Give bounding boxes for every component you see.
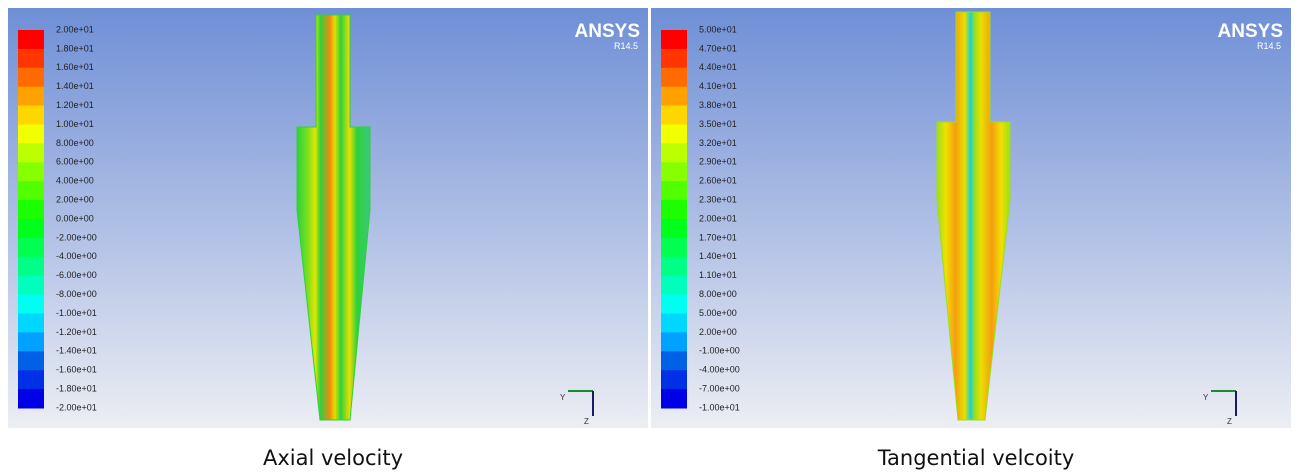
colorbar-swatch (18, 389, 44, 409)
colorbar-label: 1.40e+01 (56, 81, 94, 91)
colorbar-swatch (661, 351, 687, 371)
colorbar-label: -8.00e+00 (56, 289, 97, 299)
colorbar-swatch (18, 294, 44, 314)
colorbar-swatch (661, 256, 687, 277)
colorbar-label: -4.00e+00 (56, 251, 97, 261)
colorbar-label: 8.00e+00 (699, 289, 737, 299)
caption: Tangential velcoity (877, 446, 1075, 470)
cyclone-contour (936, 11, 1011, 421)
cyclone-contour (296, 14, 371, 421)
colorbar-swatch (18, 313, 44, 333)
colorbar-swatch (661, 67, 687, 88)
annotations: 2.00e+01 1.80e+01 1.60e+01 1.40e+01 1.20e+01… (18, 21, 1283, 470)
colorbar-label: 5.00e+01 (699, 24, 737, 34)
colorbar-swatch (661, 275, 687, 296)
colorbar-label: 1.10e+01 (699, 270, 737, 280)
colorbar-swatch (661, 237, 687, 258)
triad-label: Y (1203, 393, 1209, 402)
colorbar-label: -1.40e+01 (56, 346, 97, 356)
colorbar-label: 2.00e+00 (56, 194, 94, 204)
colorbar-label: 1.80e+01 (56, 43, 94, 53)
colorbar-swatch (18, 219, 44, 239)
colorbar-label: 3.80e+01 (699, 100, 737, 110)
colorbar-label: 2.30e+01 (699, 194, 737, 204)
colorbar-label: 4.00e+00 (56, 176, 94, 186)
colorbar-label: -1.00e+01 (699, 402, 740, 412)
colorbar-label: 4.70e+01 (699, 43, 737, 53)
colorbar-label: -4.00e+00 (699, 365, 740, 375)
colorbar-swatch (661, 370, 687, 390)
colorbar-label: -1.60e+01 (56, 365, 97, 375)
colorbar-label: -1.20e+01 (56, 327, 97, 337)
colorbar-label: 2.60e+01 (699, 176, 737, 186)
colorbar-label: 3.20e+01 (699, 138, 737, 148)
triad-label: Y (560, 393, 566, 402)
colorbar-swatch (18, 162, 44, 182)
colorbar-label: -1.80e+01 (56, 383, 97, 393)
colorbar-swatch (661, 30, 687, 50)
colorbar-swatch (661, 313, 687, 333)
colorbar-label: 1.00e+01 (56, 119, 94, 129)
colorbar-swatch (18, 105, 44, 125)
colorbar-label: 8.00e+00 (56, 138, 94, 148)
colorbar-swatch (661, 124, 687, 144)
colorbar-swatch (661, 48, 687, 69)
colorbar-swatch (661, 162, 687, 182)
colorbar-swatch (18, 48, 44, 69)
colorbar-label: 3.50e+01 (699, 119, 737, 129)
version: R14.5 (1257, 41, 1281, 51)
colorbar-swatch (18, 181, 44, 201)
colorbar-swatch (18, 351, 44, 371)
version: R14.5 (614, 41, 638, 51)
colorbar-swatch (661, 86, 687, 107)
colorbar-swatch (18, 275, 44, 296)
colorbar-label: 4.10e+01 (699, 81, 737, 91)
colorbar-label: 2.00e+00 (699, 327, 737, 337)
colorbar-swatch (18, 256, 44, 277)
colorbar-swatch (18, 67, 44, 88)
colorbar-label: 4.40e+01 (699, 62, 737, 72)
triad-label: Z (1227, 417, 1232, 426)
colorbar-label: 1.20e+01 (56, 100, 94, 110)
colorbar-label: 1.40e+01 (699, 251, 737, 261)
colorbar-swatch (18, 86, 44, 107)
colorbar-label: 6.00e+00 (56, 157, 94, 167)
colorbar-label: 2.90e+01 (699, 157, 737, 167)
colorbar-label: -2.00e+01 (56, 402, 97, 412)
colorbar-swatch (661, 181, 687, 201)
colorbar-label: 0.00e+00 (56, 213, 94, 223)
colorbar-label: 1.70e+01 (699, 232, 737, 242)
colorbar-swatch (661, 294, 687, 314)
colorbar-swatch (661, 389, 687, 409)
colorbar-swatch (18, 124, 44, 144)
colorbar-label: -1.00e+00 (699, 346, 740, 356)
logo: ANSYS (575, 21, 640, 42)
colorbar-swatch (18, 143, 44, 163)
caption: Axial velocity (263, 446, 403, 470)
colorbar-label: -7.00e+00 (699, 383, 740, 393)
colorbar-swatch (661, 200, 687, 220)
colorbar-swatch (661, 105, 687, 125)
colorbar-label: 5.00e+00 (699, 308, 737, 318)
colorbar-label: -6.00e+00 (56, 270, 97, 280)
colorbar-swatch (18, 370, 44, 390)
colorbar-label: 2.00e+01 (56, 24, 94, 34)
colorbar-label: 1.60e+01 (56, 62, 94, 72)
colorbar-swatch (661, 332, 687, 352)
colorbar-swatch (18, 200, 44, 220)
triad-label: Z (584, 417, 589, 426)
colorbar-label: -2.00e+00 (56, 232, 97, 242)
colorbar-swatch (18, 30, 44, 50)
colorbar-label: 2.00e+01 (699, 213, 737, 223)
colorbar-swatch (18, 237, 44, 258)
colorbar-swatch (661, 219, 687, 239)
logo: ANSYS (1218, 21, 1283, 42)
colorbar-swatch (18, 332, 44, 352)
colorbar-swatch (661, 143, 687, 163)
colorbar-label: -1.00e+01 (56, 308, 97, 318)
